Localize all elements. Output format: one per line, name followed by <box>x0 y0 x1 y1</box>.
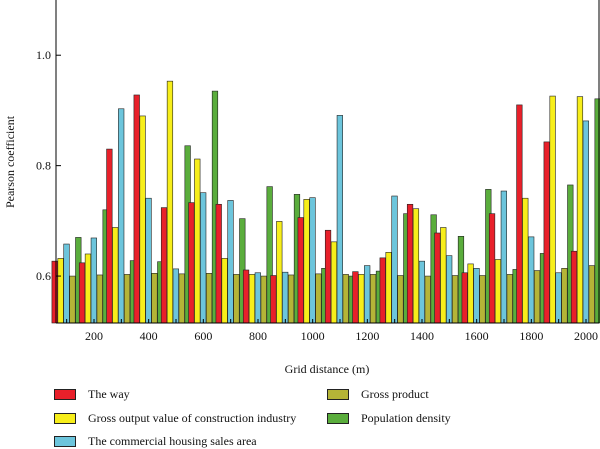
x-tick-label: 600 <box>194 329 212 343</box>
bar <box>522 197 529 324</box>
bar <box>364 265 371 324</box>
bar <box>528 236 535 324</box>
bar <box>543 141 550 324</box>
bar <box>69 275 76 324</box>
bar <box>145 197 152 324</box>
x-ticks-group: 200 400 600 800 1000 1200 1400 1600 1800 2000 <box>66 319 598 343</box>
bar <box>90 237 97 324</box>
bar <box>160 207 168 324</box>
bar <box>582 120 589 324</box>
bar <box>352 271 359 324</box>
bar <box>112 227 119 324</box>
bar <box>467 263 474 324</box>
bar <box>446 255 453 324</box>
bar <box>385 252 392 324</box>
bar <box>406 203 414 324</box>
bar <box>84 253 92 324</box>
bars-group <box>51 80 600 324</box>
x-tick-label: 1200 <box>355 329 379 343</box>
bar <box>488 213 496 324</box>
bar <box>315 273 322 324</box>
bar <box>412 208 420 324</box>
bar <box>63 243 70 324</box>
x-tick-label: 800 <box>249 329 267 343</box>
bar <box>500 190 507 324</box>
bar <box>533 270 541 324</box>
bar <box>330 241 338 324</box>
bar <box>194 158 201 324</box>
bar <box>78 262 86 324</box>
bar <box>309 197 316 324</box>
bar <box>205 273 213 324</box>
bar <box>506 274 513 324</box>
bar <box>215 203 222 324</box>
y-tick-label: 0.6 <box>36 269 51 283</box>
bar <box>260 275 267 324</box>
bar <box>461 272 468 324</box>
bar <box>549 95 556 324</box>
bar <box>391 195 398 324</box>
bar <box>276 221 283 324</box>
bar <box>516 104 523 324</box>
bar <box>200 192 207 324</box>
bar <box>561 268 568 324</box>
x-tick-label: 200 <box>85 329 103 343</box>
bar <box>397 275 404 324</box>
bar <box>576 96 584 324</box>
y-tick-label: 1.0 <box>36 48 51 62</box>
bar <box>424 275 431 324</box>
bar <box>342 274 349 324</box>
x-tick-label: 2000 <box>574 329 598 343</box>
bar <box>358 274 365 324</box>
bar <box>248 274 256 324</box>
bar <box>51 260 58 324</box>
bar <box>451 275 459 324</box>
bar <box>233 274 240 324</box>
bar <box>336 115 343 324</box>
bar <box>479 275 486 324</box>
x-tick-label: 1000 <box>301 329 325 343</box>
bar <box>118 108 125 324</box>
x-tick-label: 1800 <box>519 329 543 343</box>
bar <box>133 94 140 324</box>
bar <box>418 260 425 324</box>
bar <box>188 202 195 324</box>
bar <box>123 274 131 324</box>
bar <box>139 115 146 324</box>
x-tick-label: 1600 <box>465 329 489 343</box>
bar <box>555 272 562 324</box>
bar <box>494 259 502 324</box>
x-axis-label: Grid distance (m) <box>285 362 370 376</box>
bar <box>473 268 480 324</box>
bar <box>297 217 304 324</box>
bar <box>106 148 113 324</box>
bar <box>369 274 377 324</box>
y-ticks-group: 0.6 0.8 1.0 <box>36 48 61 283</box>
bar <box>570 250 578 324</box>
bar <box>303 199 310 324</box>
bar <box>254 272 261 324</box>
bar <box>440 227 447 324</box>
bar <box>178 273 185 324</box>
bar <box>588 265 595 324</box>
x-tick-label: 400 <box>140 329 158 343</box>
bar <box>287 274 295 324</box>
bar <box>221 258 228 324</box>
y-axis-label: Pearson coefficient <box>3 115 17 208</box>
bar <box>282 271 289 324</box>
bar <box>324 229 332 324</box>
bar <box>96 274 103 324</box>
bar <box>172 268 179 324</box>
x-tick-label: 1400 <box>410 329 434 343</box>
bar <box>379 257 386 324</box>
bar <box>166 80 174 324</box>
bar <box>57 258 64 324</box>
bar <box>151 273 158 324</box>
bar <box>227 200 234 324</box>
bar <box>242 269 250 324</box>
bar <box>270 275 277 324</box>
y-tick-label: 0.8 <box>36 159 51 173</box>
bar <box>434 232 441 324</box>
